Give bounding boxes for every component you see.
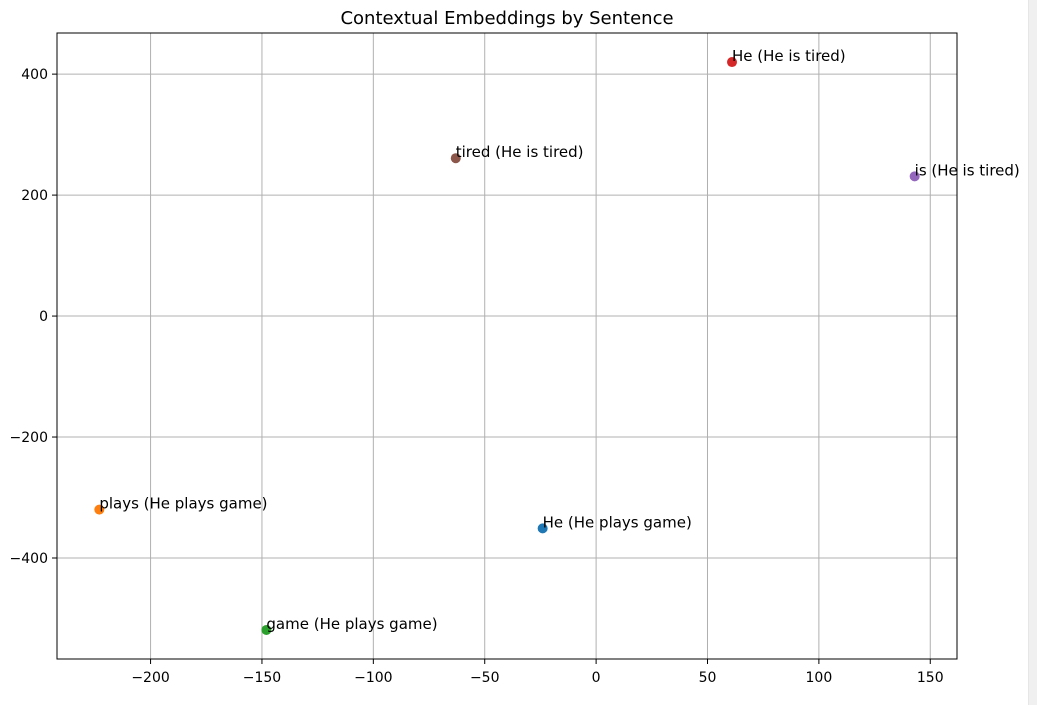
scatter-point (727, 57, 737, 68)
tick-layer: −200 −150 −100 −50 0 50 100 150 400 200 0 −200 −400 (10, 67, 944, 686)
y-tick-label: −200 (10, 430, 48, 446)
point-annotation: He (He is tired) (732, 47, 846, 65)
point-annotation: is (He is tired) (915, 161, 1020, 179)
x-tick-label: −200 (131, 670, 169, 686)
scatter-point (261, 624, 272, 635)
annotation-layer: He (He plays game) plays (He plays game) g… (99, 47, 1019, 633)
point-annotation: tired (He is tired) (456, 143, 584, 161)
x-tick-label: −150 (243, 670, 281, 686)
y-tick-label: 0 (39, 309, 48, 325)
x-tick-label: 150 (917, 670, 944, 686)
scatter-point (450, 153, 461, 164)
y-tick-label: 400 (21, 67, 48, 83)
y-tick-label: −400 (10, 551, 48, 567)
point-annotation: He (He plays game) (543, 513, 692, 531)
point-annotation: game (He plays game) (266, 615, 437, 633)
grid-layer (57, 33, 957, 659)
chart-title: Contextual Embeddings by Sentence (340, 8, 673, 29)
x-tick-label: 100 (806, 670, 833, 686)
scatter-point (537, 523, 548, 534)
y-tick-label: 200 (21, 188, 48, 204)
scatter-point (94, 504, 105, 515)
scrollbar[interactable] (1028, 0, 1037, 705)
x-tick-label: −50 (470, 670, 500, 686)
point-layer (94, 57, 920, 635)
x-tick-label: 0 (592, 670, 601, 686)
x-tick-label: −100 (354, 670, 392, 686)
axes-frame (56, 32, 958, 660)
scatter-point (909, 171, 920, 182)
point-annotation: plays (He plays game) (99, 495, 267, 513)
x-tick-label: 50 (699, 670, 717, 686)
